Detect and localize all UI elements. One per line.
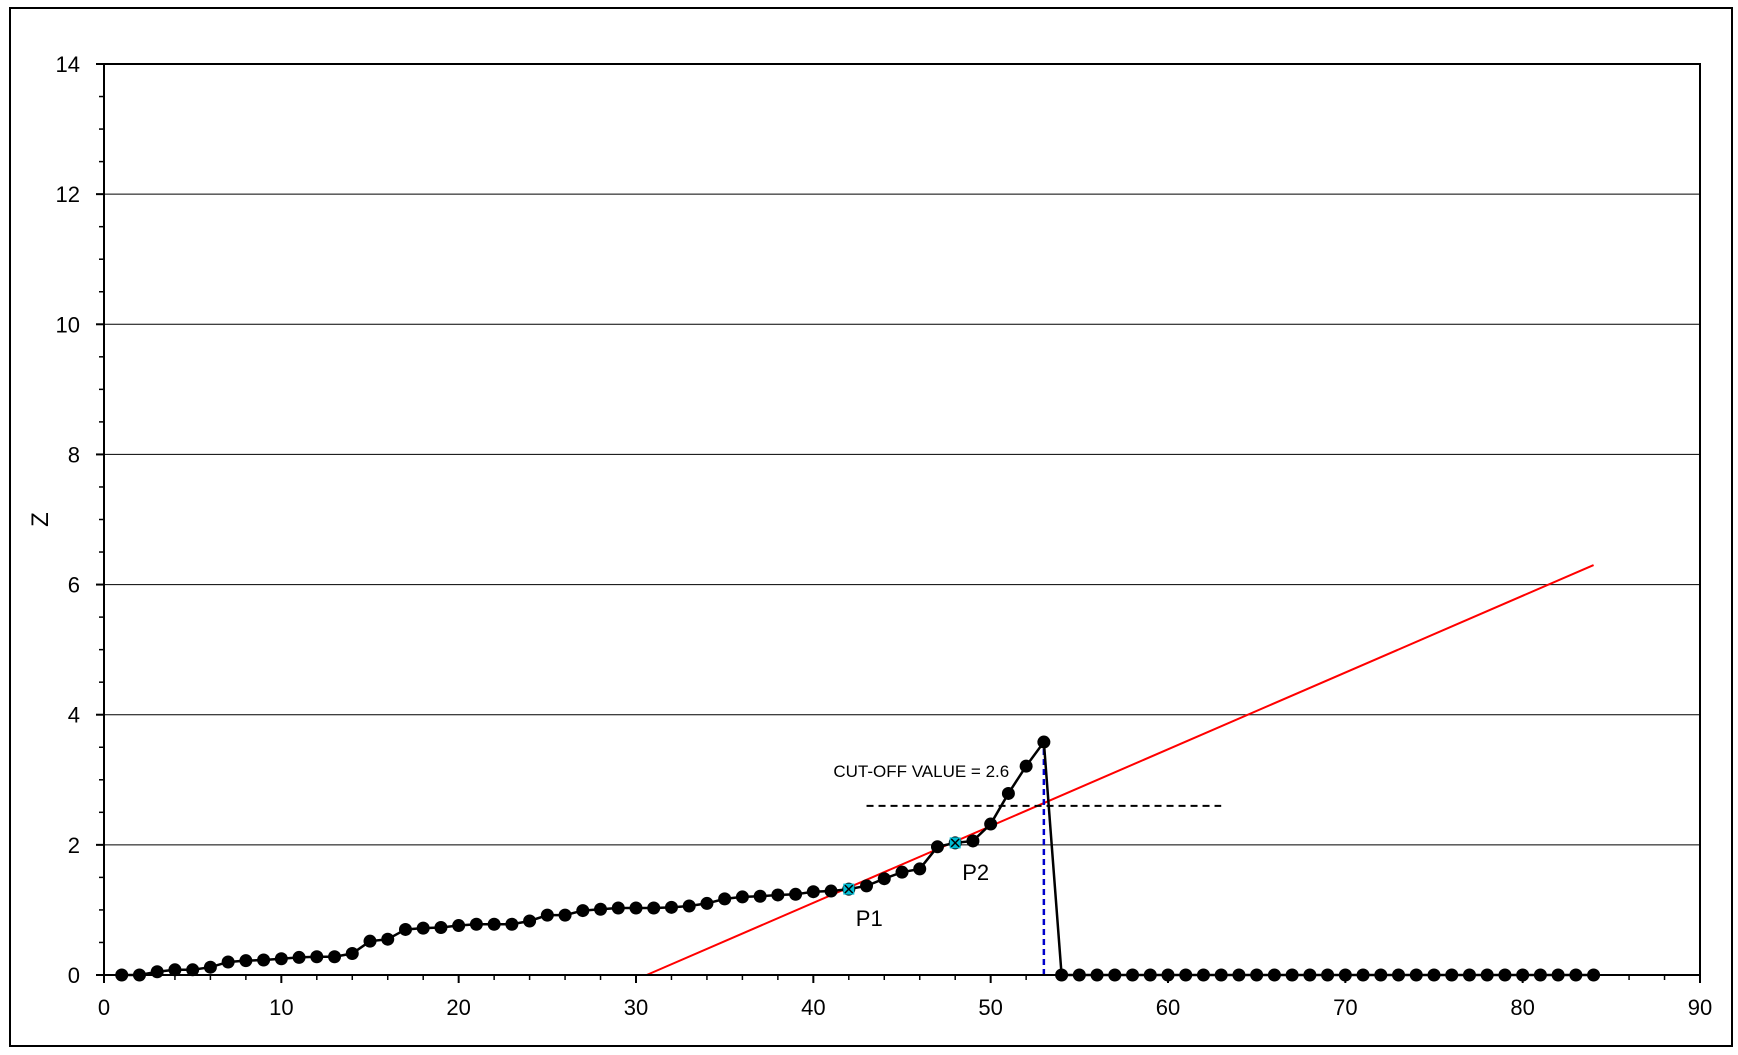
data-point — [345, 947, 359, 961]
data-point — [274, 952, 288, 966]
data-point — [186, 963, 200, 977]
data-point — [398, 922, 412, 936]
data-point — [328, 950, 342, 964]
labels-group: 0 2 4 6 8 10 12 14 0 10 20 30 40 50 60 70 80 90 CUT-OFF VA… — [56, 52, 1713, 1020]
data-point — [824, 884, 838, 898]
regression-line — [646, 564, 1594, 976]
outer-frame — [9, 7, 1733, 1047]
data-point — [1019, 759, 1033, 773]
grid-lines — [104, 193, 1700, 846]
y-tick-label: 10 — [56, 312, 80, 337]
highlight-points-group: P1 P2 — [843, 837, 989, 931]
y-tick-label: 8 — [68, 442, 80, 467]
data-point — [416, 921, 430, 935]
data-point — [771, 888, 785, 902]
data-point — [469, 917, 483, 931]
data-point — [168, 963, 182, 977]
x-tick-label: 50 — [978, 995, 1002, 1020]
data-point — [558, 908, 572, 922]
data-point — [505, 917, 519, 931]
data-point — [966, 834, 980, 848]
highlight-point-label: P1 — [856, 906, 883, 931]
x-tick-label: 60 — [1156, 995, 1180, 1020]
y-tick-label: 6 — [68, 573, 80, 598]
data-point — [381, 932, 395, 946]
data-point — [735, 890, 749, 904]
data-point — [239, 954, 253, 968]
y-tick-label: 0 — [68, 963, 80, 988]
data-point — [877, 872, 891, 886]
data-point — [984, 817, 998, 831]
data-point — [753, 889, 767, 903]
data-point — [292, 950, 306, 964]
data-point — [452, 919, 466, 933]
data-point — [576, 904, 590, 918]
y-tick-label: 4 — [68, 703, 80, 728]
x-tick-label: 10 — [269, 995, 293, 1020]
data-point — [930, 840, 944, 854]
x-tick-label: 30 — [624, 995, 648, 1020]
data-point — [860, 879, 874, 893]
y-tick-label: 14 — [56, 52, 80, 77]
data-point — [789, 887, 803, 901]
data-point — [310, 950, 324, 964]
x-tick-label: 70 — [1333, 995, 1357, 1020]
highlight-marker-cross — [950, 838, 960, 848]
data-point — [1037, 735, 1051, 749]
data-point — [257, 953, 271, 967]
data-point — [221, 955, 235, 969]
data-point — [664, 900, 678, 914]
data-point — [1001, 786, 1015, 800]
x-tick-label: 20 — [446, 995, 470, 1020]
data-point — [611, 901, 625, 915]
x-tick-label: 0 — [98, 995, 110, 1020]
data-point — [487, 917, 501, 931]
y-tick-label: 12 — [56, 182, 80, 207]
data-point — [629, 901, 643, 915]
x-tick-label: 80 — [1510, 995, 1534, 1020]
highlight-point-label: P2 — [962, 860, 989, 885]
data-point — [150, 965, 164, 979]
x-tick-label: 40 — [801, 995, 825, 1020]
data-point — [895, 865, 909, 879]
data-point — [540, 908, 554, 922]
data-point — [647, 901, 661, 915]
data-point — [203, 960, 217, 974]
data-point — [594, 902, 608, 916]
data-point — [434, 920, 448, 934]
data-point — [718, 892, 732, 906]
regression-line-group — [646, 564, 1594, 976]
data-point — [682, 899, 696, 913]
axes-group — [96, 63, 1701, 983]
y-tick-label: 2 — [68, 833, 80, 858]
data-point — [700, 896, 714, 910]
x-tick-label: 90 — [1688, 995, 1712, 1020]
data-point — [363, 934, 377, 948]
data-point — [806, 885, 820, 899]
highlight-marker-cross — [844, 884, 854, 894]
y-axis-label: Z — [27, 512, 54, 527]
cutoff-annotation: CUT-OFF VALUE = 2.6 — [833, 762, 1009, 781]
data-point — [913, 862, 927, 876]
data-point — [523, 914, 537, 928]
